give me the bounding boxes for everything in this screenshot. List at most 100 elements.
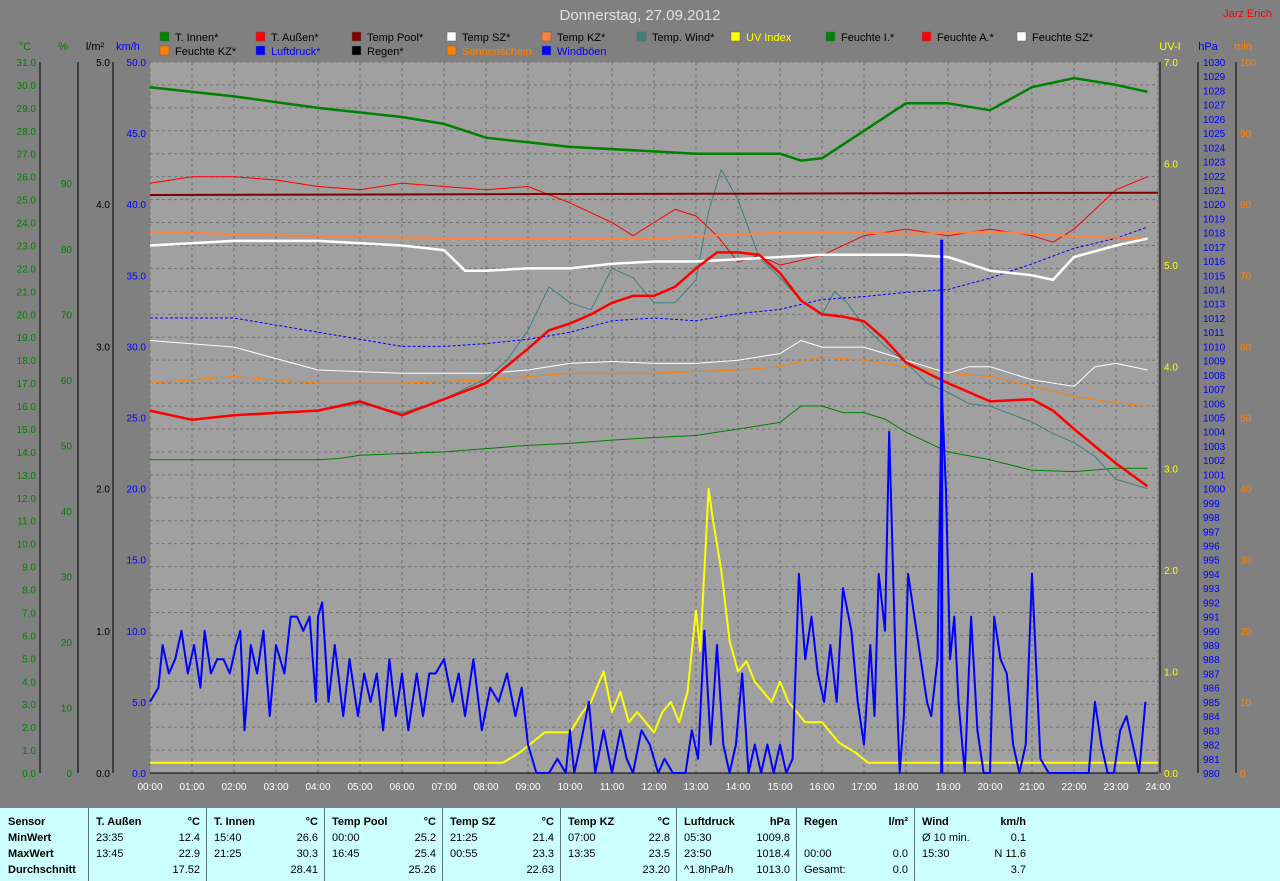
stats-separator xyxy=(676,808,677,881)
y-tick-pressure: 1007 xyxy=(1203,385,1226,396)
y-tick-temp: 19.0 xyxy=(17,333,37,344)
y-tick-pressure: 1012 xyxy=(1203,314,1226,325)
y-tick-pressure: 991 xyxy=(1203,613,1220,624)
series-group xyxy=(149,76,1159,774)
stats-cell-value: 23.3 xyxy=(532,848,554,860)
stats-separator xyxy=(796,808,797,881)
y-tick-pressure: 1011 xyxy=(1203,328,1225,339)
y-tick-pressure: 982 xyxy=(1203,741,1220,752)
x-tick-label: 01:00 xyxy=(179,782,204,793)
legend-label: Temp SZ* xyxy=(462,32,511,44)
stats-column-unit: °C xyxy=(541,816,554,828)
y-tick-pressure: 986 xyxy=(1203,684,1220,695)
x-tick-label: 17:00 xyxy=(851,782,876,793)
stats-cell-value: 30.3 xyxy=(296,848,318,860)
y-tick-pressure: 1006 xyxy=(1203,399,1226,410)
x-tick-label: 03:00 xyxy=(263,782,288,793)
y-tick-humidity: 50 xyxy=(61,441,73,452)
y-tick-uv: 2.0 xyxy=(1164,566,1178,577)
y-tick-pressure: 1004 xyxy=(1203,428,1226,439)
x-tick-label: 22:00 xyxy=(1061,782,1086,793)
y-tick-pressure: 1008 xyxy=(1203,371,1226,382)
y-tick-pressure: 1010 xyxy=(1203,342,1226,353)
stats-column-title: T. Innen xyxy=(214,816,255,828)
stats-cell-row: 17.52 xyxy=(88,863,206,878)
y-tick-pressure: 1023 xyxy=(1203,158,1226,169)
series-line-temp-pool xyxy=(149,191,1159,196)
stats-cell-row: Temp SZ °C xyxy=(442,815,560,830)
stats-cell-value: 1009.8 xyxy=(756,832,790,844)
y-tick-pressure: 990 xyxy=(1203,627,1220,638)
stats-cell-label: 00:00 xyxy=(804,848,832,860)
y-tick-temp: 0.0 xyxy=(22,769,36,780)
y-tick-pressure: 1005 xyxy=(1203,414,1226,425)
legend-label: UV Index xyxy=(746,32,792,44)
stats-cell-label: 15:30 xyxy=(922,848,950,860)
stats-cell-label: ^1.8hPa/h xyxy=(684,864,734,876)
y-tick-pressure: 999 xyxy=(1203,499,1220,510)
y-tick-temp: 2.0 xyxy=(22,723,36,734)
y-tick-pressure: 1024 xyxy=(1203,143,1226,154)
stats-row-label-text: Durchschnitt xyxy=(8,864,76,876)
x-tick-label: 05:00 xyxy=(347,782,372,793)
legend-swatch xyxy=(159,45,170,56)
x-tick-label: 02:00 xyxy=(221,782,246,793)
y-tick-rain: 2.0 xyxy=(96,485,110,496)
legend-swatch xyxy=(1016,31,1027,42)
y-tick-humidity: 30 xyxy=(61,572,73,583)
stats-cell-value: 23.5 xyxy=(648,848,670,860)
axis-unit-label: hPa xyxy=(1198,41,1218,53)
stats-cell-value: 25.26 xyxy=(408,864,436,876)
stats-cell-row: 22.63 xyxy=(442,863,560,878)
x-tick-label: 16:00 xyxy=(809,782,834,793)
y-tick-wind: 45.0 xyxy=(127,129,147,140)
stats-panel: Sensor MinWert MaxWert Durchschnitt T. Außen… xyxy=(0,808,1280,881)
stats-cell-row: Luftdruck hPa xyxy=(676,815,796,830)
stats-cell-value: 0.0 xyxy=(892,848,908,860)
grid xyxy=(149,61,1159,774)
y-tick-pressure: 1009 xyxy=(1203,357,1226,368)
y-tick-temp: 8.0 xyxy=(22,586,36,597)
legend-swatch xyxy=(351,31,362,42)
y-tick-wind: 40.0 xyxy=(127,200,147,211)
y-tick-uv: 4.0 xyxy=(1164,363,1178,374)
stats-row-label: Sensor xyxy=(0,815,88,830)
x-tick-label: 19:00 xyxy=(935,782,960,793)
stats-cell-label: 07:00 xyxy=(568,832,596,844)
stats-row-labels: Sensor MinWert MaxWert Durchschnitt xyxy=(0,808,88,881)
stats-cell-value: 26.6 xyxy=(296,832,318,844)
y-tick-temp: 7.0 xyxy=(22,608,36,619)
legend-label: Temp KZ* xyxy=(557,32,606,44)
y-tick-temp: 26.0 xyxy=(17,173,37,184)
y-tick-temp: 14.0 xyxy=(17,448,37,459)
y-tick-pressure: 1003 xyxy=(1203,442,1226,453)
y-tick-uv: 6.0 xyxy=(1164,160,1178,171)
stats-cell-row: 05:30 1009.8 xyxy=(676,831,796,846)
stats-separator xyxy=(560,808,561,881)
y-tick-humidity: 70 xyxy=(61,310,73,321)
y-tick-temp: 17.0 xyxy=(17,379,37,390)
legend-label: Feuchte KZ* xyxy=(175,46,237,58)
stats-column-title: Temp Pool xyxy=(332,816,388,828)
stats-row-label: MinWert xyxy=(0,831,88,846)
y-tick-temp: 3.0 xyxy=(22,700,36,711)
stats-cell-value: 25.2 xyxy=(414,832,436,844)
stats-separator xyxy=(88,808,89,881)
stats-cell-row: 00:55 23.3 xyxy=(442,847,560,862)
stats-cell-label: Ø 10 min. xyxy=(922,832,970,844)
stats-cell-value: N 11.6 xyxy=(994,848,1026,860)
stats-cell-row: 3.7 xyxy=(914,863,1032,878)
stats-cell-row: 15:40 26.6 xyxy=(206,831,324,846)
stats-column: Wind km/h Ø 10 min. 0.1 15:30 N 11.6 3.7 xyxy=(914,808,1032,881)
stats-cell-row: Temp KZ °C xyxy=(560,815,676,830)
y-tick-pressure: 1029 xyxy=(1203,72,1226,83)
y-tick-temp: 25.0 xyxy=(17,196,37,207)
stats-cell-label: 23:35 xyxy=(96,832,124,844)
legend-label: T. Außen* xyxy=(271,32,319,44)
y-tick-sun: 80 xyxy=(1240,200,1252,211)
y-tick-rain: 3.0 xyxy=(96,342,110,353)
y-tick-pressure: 1020 xyxy=(1203,200,1226,211)
y-tick-pressure: 989 xyxy=(1203,641,1220,652)
stats-cell-row: 15:30 N 11.6 xyxy=(914,847,1032,862)
series-line-feuchte-sz xyxy=(149,340,1148,387)
